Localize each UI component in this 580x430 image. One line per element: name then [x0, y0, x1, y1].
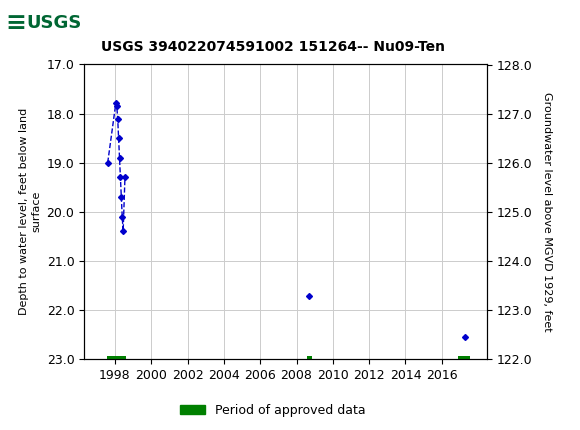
- Bar: [307, 356, 312, 362]
- Y-axis label: Depth to water level, feet below land
surface: Depth to water level, feet below land su…: [19, 108, 41, 315]
- Text: USGS 394022074591002 151264-- Nu09-Ten: USGS 394022074591002 151264-- Nu09-Ten: [100, 40, 445, 54]
- Bar: [3, 3, 78, 42]
- Text: USGS: USGS: [26, 14, 81, 31]
- Bar: [458, 356, 470, 362]
- Legend: Period of approved data: Period of approved data: [175, 399, 371, 421]
- Text: ≡: ≡: [6, 11, 27, 34]
- Bar: [107, 356, 126, 362]
- Y-axis label: Groundwater level above MGVD 1929, feet: Groundwater level above MGVD 1929, feet: [542, 92, 552, 332]
